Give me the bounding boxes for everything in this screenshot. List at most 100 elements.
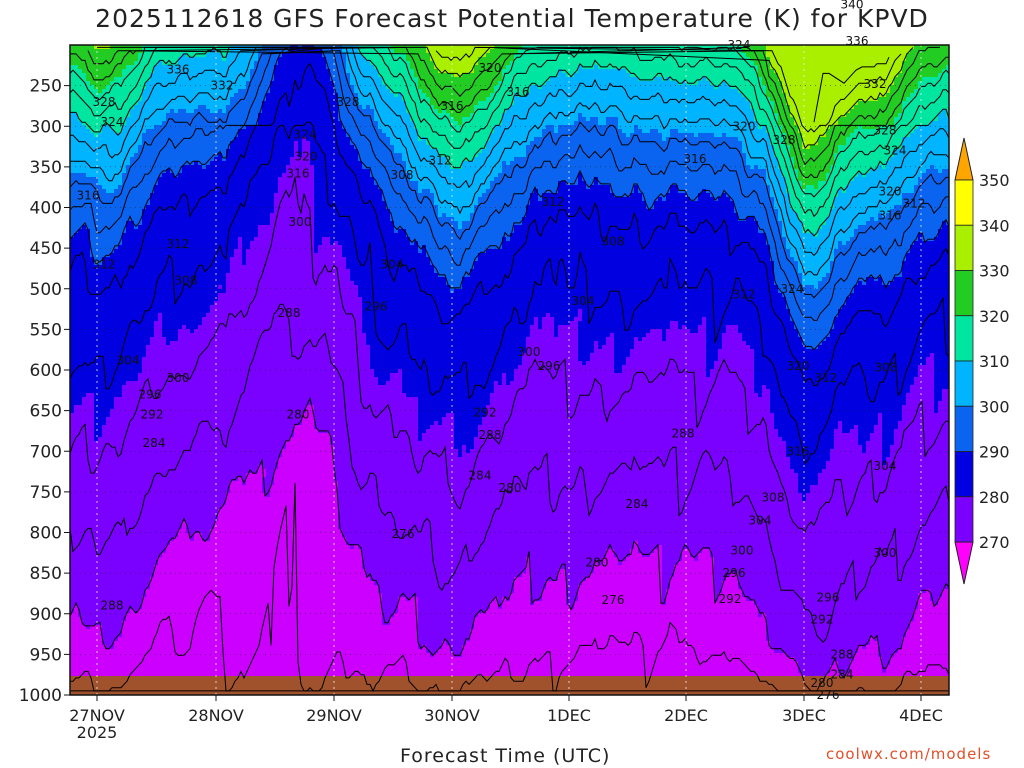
contour-label: 284	[626, 497, 649, 511]
fill-cell	[830, 329, 835, 450]
fill-cell	[578, 65, 583, 114]
fill-cell	[366, 345, 371, 578]
fill-cell	[802, 233, 807, 286]
fill-cell	[226, 273, 231, 494]
fill-cell	[606, 117, 611, 186]
fill-cell	[798, 221, 803, 274]
fill-cell	[142, 597, 147, 695]
fill-cell	[86, 129, 91, 178]
fill-cell	[934, 45, 939, 78]
fill-cell	[770, 197, 775, 262]
fill-cell	[730, 573, 735, 695]
fill-cell	[578, 585, 583, 695]
fill-cell	[658, 45, 663, 78]
fill-cell	[702, 45, 707, 78]
fill-cell	[186, 57, 191, 114]
fill-cell	[830, 125, 835, 166]
fill-cell	[826, 461, 831, 674]
fill-cell	[462, 277, 467, 446]
fill-cell	[810, 349, 815, 486]
contour-label: 312	[903, 196, 926, 210]
fill-cell	[858, 281, 863, 446]
fill-cell	[394, 613, 399, 695]
fill-cell	[906, 193, 911, 254]
fill-cell	[782, 93, 787, 134]
fill-cell	[474, 261, 479, 438]
fill-cell	[710, 133, 715, 198]
fill-cell	[546, 193, 551, 314]
fill-cell	[638, 341, 643, 554]
fill-cell	[506, 241, 511, 386]
fill-cell	[922, 125, 927, 174]
fill-cell	[446, 645, 451, 695]
fill-cell	[558, 325, 563, 570]
fill-cell	[534, 189, 539, 318]
fill-cell	[542, 193, 547, 318]
fill-cell	[510, 593, 515, 695]
fill-cell	[686, 85, 691, 134]
fill-cell	[434, 69, 439, 110]
contour-label: 276	[392, 527, 415, 541]
fill-cell	[942, 169, 947, 222]
fill-cell	[378, 45, 383, 78]
fill-cell	[494, 85, 499, 126]
fill-cell	[778, 169, 783, 222]
fill-cell	[518, 97, 523, 158]
fill-cell	[606, 549, 611, 695]
fill-cell	[554, 337, 559, 582]
fill-cell	[446, 73, 451, 114]
fill-cell	[102, 89, 107, 126]
fill-cell	[250, 45, 255, 70]
fill-cell	[882, 45, 887, 98]
fill-cell	[414, 397, 419, 598]
fill-cell	[246, 81, 251, 126]
fill-cell	[102, 425, 107, 646]
fill-cell	[810, 185, 815, 234]
fill-cell	[914, 377, 919, 610]
fill-cell	[350, 45, 355, 86]
fill-cell	[622, 69, 627, 134]
fill-cell	[874, 169, 879, 222]
fill-cell	[634, 185, 639, 338]
fill-cell	[898, 45, 903, 74]
contour-label: 280	[811, 676, 834, 690]
fill-cell	[190, 113, 195, 166]
fill-cell	[90, 133, 95, 178]
fill-cell	[330, 45, 335, 82]
fill-cell	[98, 49, 103, 94]
fill-cell	[670, 129, 675, 186]
fill-cell	[790, 117, 795, 158]
fill-cell	[98, 93, 103, 134]
fill-cell	[706, 81, 711, 134]
contour-line	[70, 46, 949, 276]
fill-cell	[378, 593, 383, 695]
fill-cell	[618, 69, 623, 130]
fill-cell	[402, 393, 407, 598]
fill-cell	[750, 601, 755, 695]
fill-cell	[862, 45, 867, 102]
fill-cell	[706, 377, 711, 550]
fill-cell	[110, 649, 115, 695]
fill-cell	[882, 217, 887, 286]
fill-cell	[258, 113, 263, 226]
grid-lines	[70, 45, 949, 695]
contour-label: 316	[507, 85, 530, 99]
fill-cell	[238, 129, 243, 238]
fill-cell	[642, 337, 647, 558]
fill-cell	[538, 89, 543, 138]
fill-cell	[762, 169, 767, 234]
y-tick-label: 350	[30, 158, 62, 178]
fill-cell	[830, 209, 835, 262]
colorbar-segment	[954, 179, 974, 226]
fill-cell	[254, 61, 259, 126]
fill-cell	[458, 77, 463, 126]
fill-cell	[94, 625, 99, 695]
fill-cell	[938, 73, 943, 114]
fill-cell	[854, 105, 859, 130]
fill-cell	[742, 45, 747, 54]
fill-cell	[454, 45, 459, 78]
fill-cell	[626, 197, 631, 358]
fill-cell	[246, 45, 251, 82]
fill-cell	[286, 165, 291, 442]
